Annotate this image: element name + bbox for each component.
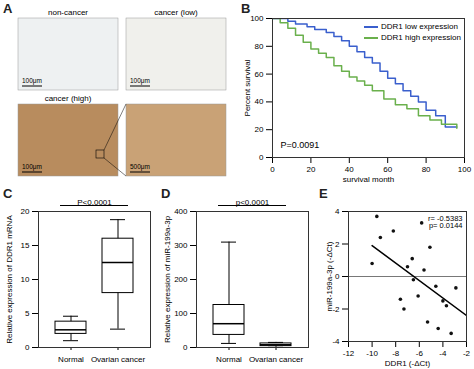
svg-text:20: 20: [21, 207, 30, 216]
svg-text:20: 20: [306, 165, 315, 174]
svg-text:100μm: 100μm: [130, 77, 150, 85]
svg-text:cancer (high): cancer (high): [45, 94, 92, 103]
svg-text:40: 40: [255, 97, 264, 106]
svg-text:non-cancer: non-cancer: [48, 8, 88, 17]
svg-text:-6: -6: [416, 349, 424, 358]
svg-text:100: 100: [174, 309, 188, 318]
svg-text:Percent survival: Percent survival: [243, 59, 252, 116]
svg-text:60: 60: [383, 165, 392, 174]
svg-text:Relative expression of miR-199: Relative expression of miR-199a-3p: [163, 215, 172, 343]
svg-text:Ovarian cancer: Ovarian cancer: [249, 355, 304, 364]
svg-text:r= -0.5383p= 0.0144: r= -0.5383p= 0.0144: [428, 214, 462, 231]
svg-text:80: 80: [422, 165, 431, 174]
svg-text:-2: -2: [463, 349, 471, 358]
svg-text:-10: -10: [366, 349, 378, 358]
svg-text:80: 80: [255, 42, 264, 51]
svg-text:200: 200: [174, 275, 188, 284]
svg-text:-2: -2: [332, 304, 340, 314]
svg-text:survival month: survival month: [343, 175, 395, 184]
svg-text:0: 0: [270, 165, 275, 174]
svg-text:Ovarian cancer: Ovarian cancer: [91, 355, 146, 364]
svg-text:DDR1 (-ΔCt): DDR1 (-ΔCt): [385, 359, 431, 368]
svg-text:4: 4: [335, 207, 340, 216]
svg-text:miR-199a-3p (-ΔCt): miR-199a-3p (-ΔCt): [325, 241, 334, 311]
svg-text:0: 0: [259, 153, 264, 162]
svg-text:500μm: 500μm: [130, 163, 150, 171]
html-text:DDR1 low expression: DDR1 low expression: [381, 22, 458, 31]
svg-text:100μm: 100μm: [22, 77, 42, 85]
svg-text:300: 300: [174, 241, 188, 250]
html-text:B: B: [241, 1, 251, 16]
svg-text:15: 15: [21, 241, 30, 250]
svg-text:5: 5: [25, 309, 30, 318]
svg-text:20: 20: [255, 125, 264, 134]
svg-text:-12: -12: [343, 349, 355, 358]
svg-text:100: 100: [250, 14, 264, 23]
svg-text:2: 2: [335, 240, 340, 249]
svg-text:Relative expression of DDR1 mR: Relative expression of DDR1 mRNA: [5, 215, 14, 344]
svg-text:-4: -4: [439, 349, 447, 358]
html-text:DDR1 high expression: DDR1 high expression: [381, 33, 461, 42]
html-text:A: A: [3, 1, 13, 16]
svg-text:P=0.0091: P=0.0091: [281, 140, 320, 150]
html-text:E: E: [319, 186, 328, 201]
html-text:D: D: [161, 186, 171, 201]
svg-text:0: 0: [25, 343, 30, 352]
svg-text:cancer (low): cancer (low): [154, 8, 198, 17]
svg-text:60: 60: [255, 70, 264, 79]
svg-text:0: 0: [335, 272, 340, 281]
svg-text:100μm: 100μm: [22, 163, 42, 171]
svg-text:P<0.0001: P<0.0001: [77, 198, 112, 207]
svg-text:-4: -4: [332, 337, 340, 346]
svg-text:100: 100: [458, 165, 472, 174]
svg-text:0: 0: [183, 343, 188, 352]
svg-text:40: 40: [345, 165, 354, 174]
svg-text:10: 10: [21, 275, 30, 284]
svg-text:-8: -8: [392, 349, 400, 358]
html-text:C: C: [3, 186, 13, 201]
svg-text:400: 400: [174, 207, 188, 216]
svg-text:p<0.0001: p<0.0001: [236, 198, 270, 207]
svg-text:Normal: Normal: [216, 355, 242, 364]
svg-text:Normal: Normal: [58, 355, 84, 364]
